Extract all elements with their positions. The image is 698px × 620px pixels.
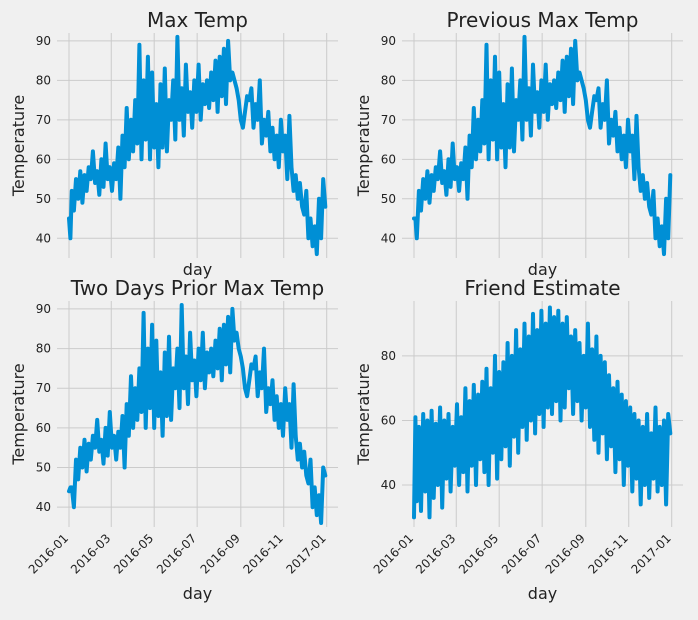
x-tick-label: 2016-07 bbox=[154, 531, 199, 576]
y-tick-label: 80 bbox=[36, 342, 51, 356]
x-tick-label: 2016-07 bbox=[499, 531, 544, 576]
x-tick-label: 2017-01 bbox=[283, 531, 328, 576]
y-tick-label: 80 bbox=[381, 73, 396, 87]
y-tick-label: 90 bbox=[36, 34, 51, 48]
y-tick-label: 60 bbox=[36, 421, 51, 435]
x-tick-label: 2016-05 bbox=[111, 531, 156, 576]
x-tick-label: 2017-01 bbox=[628, 531, 673, 576]
series-line bbox=[67, 303, 328, 525]
y-tick-label: 50 bbox=[381, 192, 396, 206]
x-axis-label: day bbox=[183, 584, 212, 603]
x-tick-label: 2016-09 bbox=[198, 531, 243, 576]
subplot-3: 40 50 60 70 80 90 2016-012016-032016-052016-07… bbox=[9, 276, 338, 603]
y-tick-label: 80 bbox=[36, 73, 51, 87]
y-tick-label: 70 bbox=[36, 381, 51, 395]
x-tick-label: 2016-11 bbox=[241, 531, 286, 576]
y-tick-label: 40 bbox=[36, 231, 51, 245]
panel-title: Two Days Prior Max Temp bbox=[70, 276, 324, 300]
y-tick-label: 70 bbox=[381, 113, 396, 127]
x-tick-label: 2016-11 bbox=[586, 531, 631, 576]
y-axis-label: Temperature bbox=[354, 363, 373, 465]
panel-title: Max Temp bbox=[147, 8, 248, 32]
x-axis-label: day bbox=[528, 260, 557, 279]
y-tick-label: 40 bbox=[381, 231, 396, 245]
y-tick-label: 40 bbox=[381, 478, 396, 492]
x-axis-label: day bbox=[183, 260, 212, 279]
x-tick-label: 2016-01 bbox=[371, 531, 416, 576]
series-line bbox=[67, 34, 328, 257]
x-tick-label: 2016-01 bbox=[26, 531, 71, 576]
x-tick-label: 2016-05 bbox=[456, 531, 501, 576]
subplot-2: 40 50 60 70 80 90 Previous Max Temp day Temperat… bbox=[354, 8, 683, 279]
y-tick-label: 50 bbox=[36, 461, 51, 475]
y-tick-label: 60 bbox=[381, 413, 396, 427]
panel-title: Previous Max Temp bbox=[447, 8, 639, 32]
y-tick-label: 50 bbox=[36, 192, 51, 206]
y-tick-label: 70 bbox=[36, 113, 51, 127]
series-line bbox=[412, 305, 673, 520]
x-axis-label: day bbox=[528, 584, 557, 603]
y-tick-label: 60 bbox=[36, 152, 51, 166]
y-axis-label: Temperature bbox=[9, 363, 28, 465]
y-tick-label: 40 bbox=[36, 500, 51, 514]
y-tick-label: 90 bbox=[381, 34, 396, 48]
y-tick-label: 60 bbox=[381, 152, 396, 166]
y-axis-label: Temperature bbox=[354, 95, 373, 197]
x-tick-label: 2016-03 bbox=[413, 531, 458, 576]
subplot-1: 40 50 60 70 80 90 Max Temp day Temperature bbox=[9, 8, 338, 279]
x-tick-label: 2016-03 bbox=[68, 531, 113, 576]
series-line bbox=[412, 34, 673, 257]
panel-title: Friend Estimate bbox=[464, 276, 620, 300]
y-axis-label: Temperature bbox=[9, 95, 28, 197]
subplot-4: 40 60 80 2016-012016-032016-052016-072016-0… bbox=[354, 276, 683, 603]
x-tick-label: 2016-09 bbox=[543, 531, 588, 576]
y-tick-label: 80 bbox=[381, 349, 396, 363]
y-tick-label: 90 bbox=[36, 302, 51, 316]
